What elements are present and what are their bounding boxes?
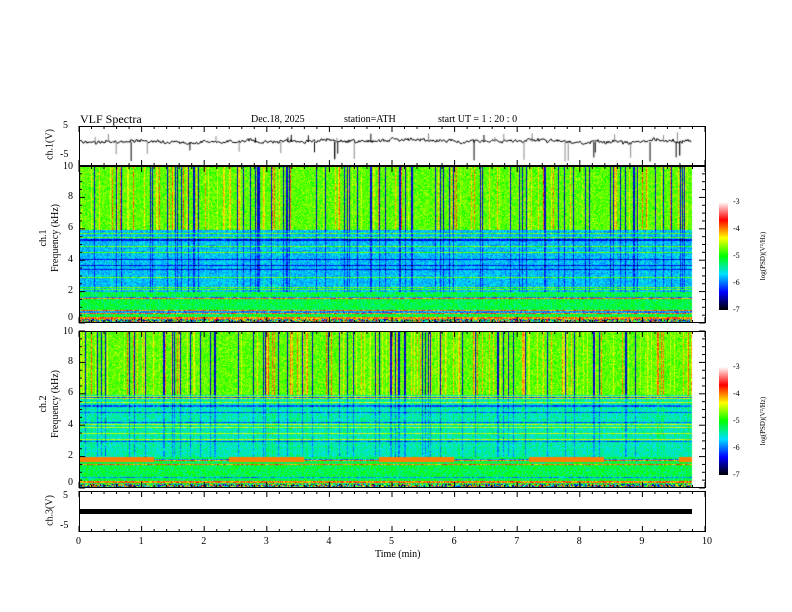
date-label: Dec.18, 2025 xyxy=(251,114,305,125)
x-tick-label: 7 xyxy=(514,536,520,547)
freq-tick-label: 6 xyxy=(68,387,73,399)
ch1-tick-neg5: -5 xyxy=(60,149,69,160)
freq-tick-label: 4 xyxy=(68,253,73,265)
ch3-tick-5: 5 xyxy=(63,490,68,501)
x-tick-label: 1 xyxy=(138,536,144,547)
colorbar-tick-label: -6 xyxy=(733,443,740,452)
freq-tick-label: 8 xyxy=(68,191,73,203)
freq-tick-label: 2 xyxy=(68,449,73,461)
freq-tick-label: 10 xyxy=(63,161,73,172)
figure-title: VLF Spectra xyxy=(80,112,142,126)
freq-tick-label: 0 xyxy=(68,312,73,323)
freq-tick-label: 4 xyxy=(68,418,73,430)
freq-tick-label: 10 xyxy=(63,326,73,337)
ch1-tick-5: 5 xyxy=(63,120,68,131)
colorbar-tick-label: -3 xyxy=(733,362,740,371)
freq-tick-label: 0 xyxy=(68,477,73,488)
colorbar-tick-label: -3 xyxy=(733,197,740,206)
ch3-tick-neg5: -5 xyxy=(60,520,69,531)
x-tick-label: 8 xyxy=(576,536,582,547)
x-tick-label: 9 xyxy=(639,536,645,547)
ch2-spectrogram xyxy=(79,332,705,488)
station-label: station=ATH xyxy=(344,114,396,125)
colorbar-tick-label: -6 xyxy=(733,278,740,287)
x-tick-label: 6 xyxy=(451,536,457,547)
colorbar-tick-label: -4 xyxy=(733,224,740,233)
freq-tick-label: 6 xyxy=(68,222,73,234)
x-tick-label: 2 xyxy=(201,536,207,547)
colorbar-tick-label: -7 xyxy=(733,305,740,314)
x-tick-label: 5 xyxy=(389,536,394,547)
ch1-spectrogram xyxy=(79,167,705,323)
x-tick-label: 4 xyxy=(326,536,332,547)
x-axis-label: Time (min) xyxy=(375,549,421,560)
colorbar-tick-label: -5 xyxy=(733,416,740,425)
freq-tick-label: 2 xyxy=(68,284,73,296)
freq-tick-label: 8 xyxy=(68,356,73,368)
ch3-waveform xyxy=(79,509,692,514)
colorbar-tick-label: -7 xyxy=(733,470,740,479)
start-time-label: start UT = 1 : 20 : 0 xyxy=(438,114,518,125)
colorbar-1 xyxy=(719,202,728,310)
colorbar-tick-label: -5 xyxy=(733,251,740,260)
x-tick-label: 10 xyxy=(702,536,712,547)
colorbar-tick-label: -4 xyxy=(733,389,740,398)
x-tick-label: 0 xyxy=(76,536,81,547)
x-tick-label: 3 xyxy=(263,536,269,547)
ch1-waveform xyxy=(79,126,705,166)
colorbar-2 xyxy=(719,367,728,475)
